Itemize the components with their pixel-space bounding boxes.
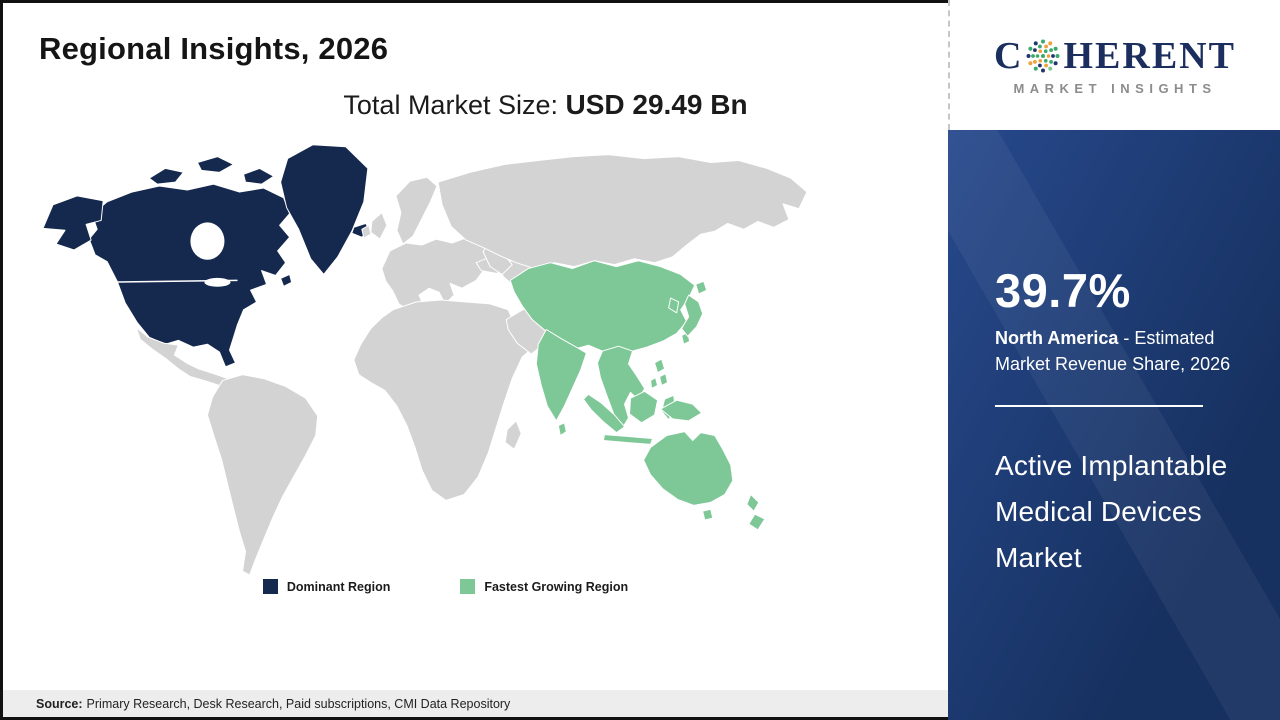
- source-label: Source:: [36, 696, 83, 711]
- dominant-region-swatch: [262, 579, 278, 594]
- market-share-region: North America: [995, 328, 1119, 348]
- total-market-size-value: USD 29.49 Bn: [565, 89, 748, 120]
- fastest-growing-region-swatch: [460, 579, 476, 594]
- brand-logo: C HERENT: [948, 0, 1280, 130]
- total-market-size-label: Total Market Size:: [343, 90, 558, 120]
- map-water-details: [94, 222, 238, 287]
- market-share-description: North America - Estimated Market Revenue…: [995, 326, 1254, 377]
- fastest-growing-region-asia-pacific: [509, 260, 766, 531]
- dominant-region-label: Dominant Region: [286, 579, 391, 594]
- legend-item-growing: Fastest Growing Region: [460, 579, 628, 594]
- panel-divider: [995, 405, 1203, 408]
- coherent-logo-globe-icon: [1026, 39, 1060, 73]
- world-map: [42, 144, 808, 576]
- logo-letter-c: C: [994, 35, 1024, 77]
- map-legend: Dominant Region Fastest Growing Region: [3, 579, 948, 594]
- page-title: Regional Insights, 2026: [39, 31, 389, 66]
- dominant-region-north-america: [42, 144, 371, 368]
- world-map-container: [37, 135, 819, 577]
- legend-item-dominant: Dominant Region: [262, 579, 391, 594]
- market-share-value: 39.7%: [995, 264, 1131, 317]
- right-column: C HERENT: [948, 0, 1280, 720]
- market-share-text: - Estimated Market Revenue Share, 2026: [995, 328, 1231, 374]
- logo-rest: HERENT: [1063, 35, 1236, 77]
- content-area: Regional Insights, 2026 Total Market Siz…: [0, 0, 948, 720]
- fastest-growing-region-label: Fastest Growing Region: [484, 579, 629, 594]
- logo-wordmark: C HERENT: [994, 34, 1236, 78]
- total-market-size: Total Market Size: USD 29.49 Bn: [3, 89, 948, 121]
- market-name: Active Implantable Medical Devices Marke…: [995, 450, 1228, 574]
- logo-tagline: MARKET INSIGHTS: [1013, 81, 1217, 96]
- source-text: Primary Research, Desk Research, Paid su…: [86, 696, 511, 711]
- stats-panel-content: 39.7% North America - Estimated Market R…: [948, 130, 1280, 582]
- stats-panel: 39.7% North America - Estimated Market R…: [948, 130, 1280, 720]
- source-bar: Source: Primary Research, Desk Research,…: [3, 690, 948, 717]
